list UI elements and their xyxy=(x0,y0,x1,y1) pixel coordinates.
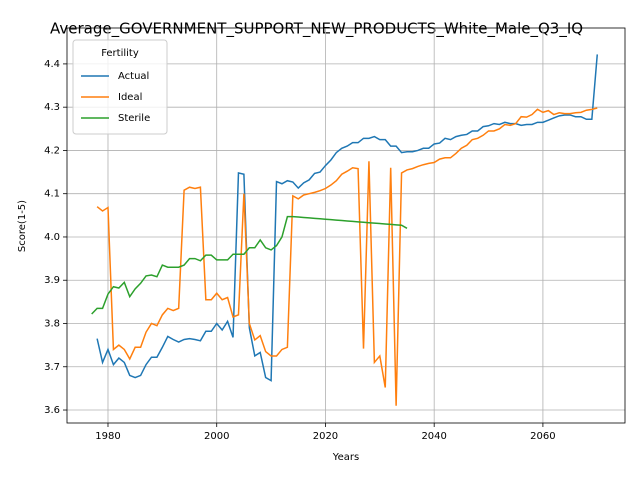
x-tick-label: 1980 xyxy=(95,431,120,442)
line-series xyxy=(96,107,598,406)
y-tick-label: 4.1 xyxy=(44,189,60,200)
line-series xyxy=(96,54,599,382)
plot-frame xyxy=(66,27,626,424)
chart-title: Average_GOVERNMENT_SUPPORT_NEW_PRODUCTS_… xyxy=(50,20,583,39)
x-axis-label: Years xyxy=(332,452,359,463)
y-tick-label: 3.9 xyxy=(44,275,60,286)
legend-box xyxy=(72,39,168,135)
y-tick-label: 4.4 xyxy=(44,59,60,70)
y-tick-label: 4.0 xyxy=(44,232,60,243)
y-tick-label: 4.3 xyxy=(44,102,60,113)
line-series xyxy=(91,215,408,315)
legend-label: Sterile xyxy=(118,113,150,124)
y-tick-label: 3.8 xyxy=(44,318,60,329)
x-tick-label: 2000 xyxy=(204,431,229,442)
y-tick-label: 3.7 xyxy=(44,362,60,373)
legend-label: Actual xyxy=(118,71,149,82)
y-axis-label: Score(1-5) xyxy=(17,200,28,252)
legend-label: Ideal xyxy=(118,92,142,103)
y-tick-label: 4.2 xyxy=(44,145,60,156)
legend-title: Fertility xyxy=(101,48,139,59)
y-tick-label: 3.6 xyxy=(44,405,60,416)
x-tick-label: 2020 xyxy=(313,431,338,442)
x-tick-label: 2060 xyxy=(530,431,555,442)
x-tick-label: 2040 xyxy=(421,431,446,442)
